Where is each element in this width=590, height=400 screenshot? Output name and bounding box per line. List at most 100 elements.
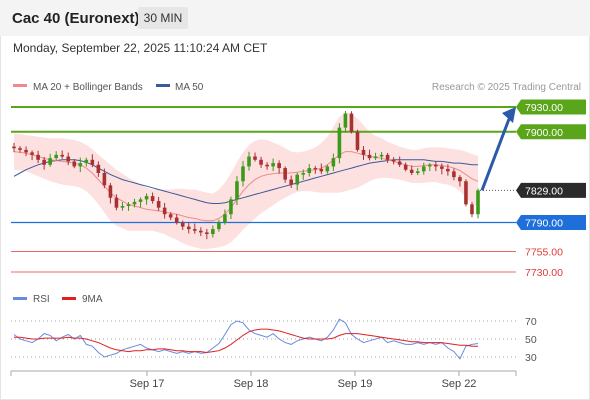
candle-body [397,161,402,165]
level-label-7755.00: 7755.00 [525,246,563,258]
rsi-tick-30: 30 [525,352,537,364]
x-axis: Sep 17 Sep 18 Sep 19 Sep 22 [10,371,517,390]
price-tags: 7930.00 7900.00 7829.00 7790.00 7755.00 7730.… [516,99,586,279]
candle-body [42,159,46,165]
candle-body [319,168,324,172]
candle-body [307,168,312,173]
candle-body [385,154,390,160]
chart-header: Cac 40 (Euronext) 30 MIN [0,0,590,36]
candle-body [90,159,95,165]
projection-arrow-head [502,107,516,123]
projection-arrow-shaft [480,118,511,191]
candle-body [235,181,239,200]
candle-body [391,159,396,162]
candle-body [150,196,155,202]
ma50-legend-label: MA 50 [175,82,204,93]
x-tick-label: Sep 18 [234,378,269,390]
level-tag-7790.00 [516,215,586,230]
level-label-7730.00: 7730.00 [525,267,563,279]
candle-body [434,164,438,167]
candle-body [446,168,450,172]
candle-body [156,201,161,208]
candle-body [72,161,77,167]
candle-body [199,230,203,233]
candle-body [343,113,348,128]
timeframe-badge[interactable]: 30 MIN [138,7,188,29]
bollinger-band [14,112,478,249]
ma50-legend-swatch [156,84,170,87]
candle-body [186,226,191,230]
candle-body [132,201,137,205]
projection-arrow [480,107,516,191]
candle-body [54,154,58,159]
timestamp: Monday, September 22, 2025 11:10:24 AM C… [13,41,268,55]
candle-body [289,179,293,185]
candle-body [476,190,480,215]
candle-body [168,214,173,218]
candle-body [367,154,372,159]
candle-body [192,229,197,231]
candle-body [12,146,16,149]
candle-body [96,164,101,173]
candle-body [84,159,89,164]
candle-body [247,156,251,167]
candle-body [241,166,245,182]
candle-body [361,149,366,155]
candle-body [30,152,34,155]
candle-body [114,197,119,208]
candle-body [66,156,71,162]
level-label-7900.00: 7900.00 [525,127,563,139]
candle-body [253,156,257,160]
level-label-7930.00: 7930.00 [525,102,563,114]
candle-body [174,217,179,223]
candle-body [379,154,384,157]
x-tick-label: Sep 22 [442,378,477,390]
candle-body [452,171,456,178]
candle-body [18,148,22,150]
candle-body [138,199,143,202]
candle-body [108,185,113,198]
candle-body [373,156,378,159]
candle-body [229,199,233,215]
rsi-legend-label: RSI [33,294,50,305]
candle-body [415,171,420,173]
candle-body [265,164,269,167]
candle-body [427,164,432,167]
level-tag-7900.00 [516,124,586,140]
candle-body [126,204,131,206]
candles [12,111,480,240]
instrument-title: Cac 40 (Euronext) [12,10,140,27]
ma20-legend-swatch [13,84,27,87]
candle-body [349,113,354,132]
candle-body [36,154,40,160]
candle-body [470,204,474,215]
candle-body [60,154,65,157]
candle-body [211,229,215,235]
candle-body [295,174,300,185]
candle-body [78,163,83,167]
candle-body [24,149,28,153]
rsi-ma-legend-swatch [62,297,76,300]
level-label-7829.00: 7829.00 [525,185,563,197]
candle-body [180,222,185,227]
rsi-tick-50: 50 [525,334,537,346]
level-tag-7829.00 [516,182,586,198]
candle-body [144,196,149,200]
candle-body [223,214,227,223]
candle-body [325,166,330,172]
level-tag-7930.00 [516,99,586,115]
price-levels [11,106,516,273]
candle-body [205,232,209,235]
candle-body [337,127,342,159]
rsi-legend-swatch [13,297,27,300]
candle-body [313,168,318,170]
rsi-tick-70: 70 [525,316,537,328]
candle-body [331,158,336,167]
candle-body [283,168,287,180]
candle-body [120,206,125,208]
candle-body [421,166,426,172]
ma20-legend-label: MA 20 + Bollinger Bands [33,82,143,93]
candle-body [217,222,221,230]
candle-body [102,173,107,186]
